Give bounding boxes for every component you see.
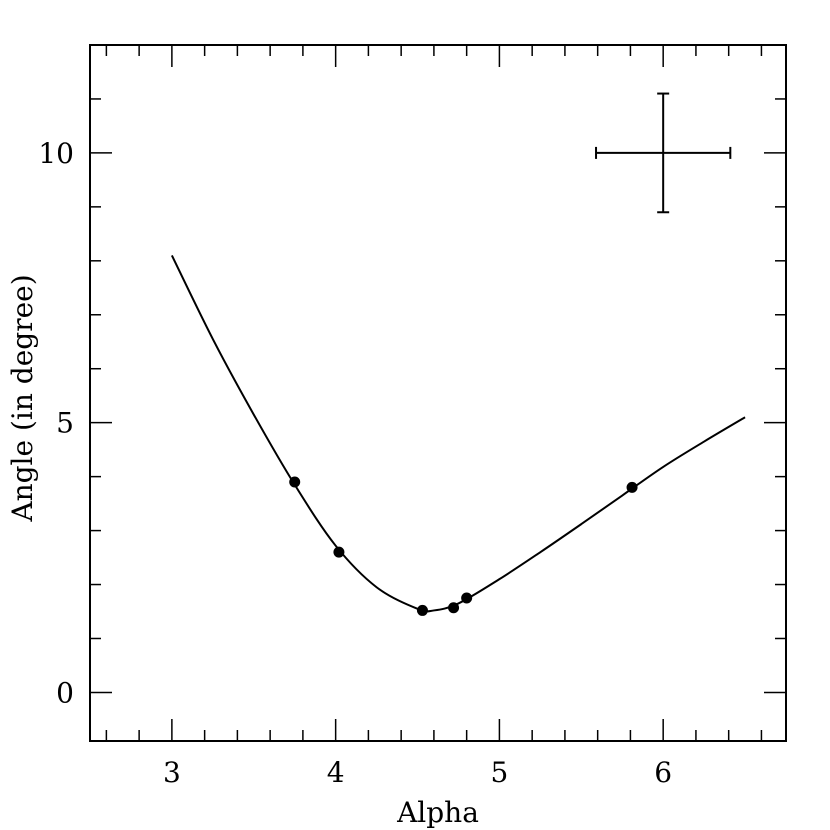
x-tick-label: 4 (327, 756, 345, 789)
data-point (461, 592, 473, 604)
y-tick-label: 5 (56, 407, 74, 440)
data-point (416, 604, 428, 616)
y-tick-label: 0 (56, 676, 74, 709)
x-tick-label: 5 (490, 756, 508, 789)
y-tick-label: 10 (38, 137, 74, 170)
tick-labels: 3 4 5 6 0 5 10 (38, 137, 672, 789)
data-point (448, 602, 460, 614)
x-tick-label: 6 (654, 756, 672, 789)
y-axis-label: Angle (in degree) (6, 274, 39, 522)
data-point (333, 546, 345, 558)
data-points (289, 476, 638, 616)
x-tick-label: 3 (163, 756, 181, 789)
plot-frame (89, 44, 787, 742)
data-point (289, 476, 301, 488)
x-axis-label: Alpha (396, 796, 479, 829)
ticks (90, 45, 786, 741)
data-point (626, 481, 638, 493)
error-bar-example (595, 92, 732, 214)
fit-curve (170, 254, 746, 613)
